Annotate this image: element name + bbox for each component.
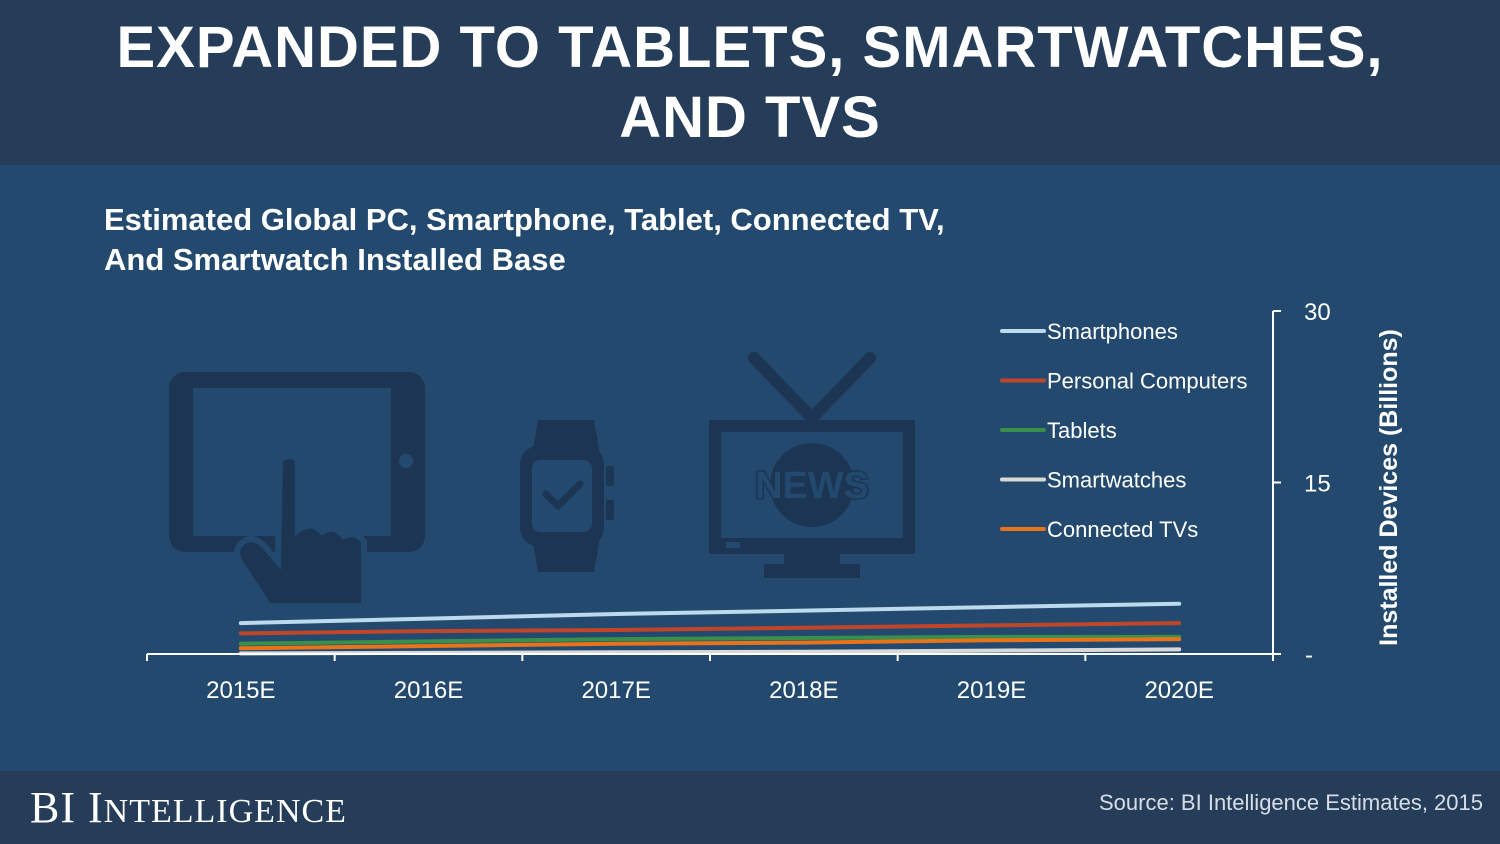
series-line-tablets (238, 634, 1182, 646)
x-tick-label: 2018E (769, 677, 838, 704)
chart-title: Estimated Global PC, Smartphone, Tablet,… (104, 200, 945, 280)
header-banner: EXPANDED TO TABLETS, SMARTWATCHES, AND T… (0, 0, 1500, 165)
page-title-line-1: EXPANDED TO TABLETS, SMARTWATCHES, (116, 14, 1384, 80)
smartwatch-icon (520, 420, 614, 572)
x-tick-label: 2020E (1144, 677, 1213, 704)
y-tick-label: 30 (1304, 299, 1331, 326)
legend-label: Connected TVs (1047, 517, 1198, 542)
page-title-line-2: AND TVS (619, 84, 881, 150)
chart-title-line-2: And Smartwatch Installed Base (104, 242, 566, 277)
x-tick-label: 2016E (394, 677, 463, 704)
source-note: Source: BI Intelligence Estimates, 2015 (1099, 790, 1483, 815)
footer-bar: BI INTELLIGENCE Source: BI Intelligence … (0, 771, 1500, 844)
chart-title-line-1: Estimated Global PC, Smartphone, Tablet,… (104, 202, 945, 237)
x-tick-label: 2015E (206, 677, 275, 704)
series-line-personal-computers (238, 621, 1182, 636)
x-tick-label: 2017E (581, 677, 650, 704)
tablet-touch-icon (169, 372, 425, 603)
legend-label: Personal Computers (1047, 369, 1248, 394)
y-tick-label: - (1305, 642, 1313, 669)
series-line-smartphones (238, 601, 1182, 626)
x-tick-label: 2019E (957, 677, 1026, 704)
legend-label: Tablets (1047, 418, 1117, 443)
tv-news-icon: NEWS (709, 352, 915, 578)
tv-news-label: NEWS (755, 465, 869, 507)
y-axis-label: Installed Devices (Billions) (1375, 329, 1403, 646)
legend-label: Smartwatches (1047, 468, 1186, 493)
series-line-smartwatches (238, 647, 1182, 656)
series-line-connected-tvs (238, 637, 1182, 651)
y-tick-label: 15 (1304, 471, 1331, 498)
legend-label: Smartphones (1047, 319, 1178, 344)
bi-intelligence-logo: BI INTELLIGENCE (30, 783, 347, 832)
